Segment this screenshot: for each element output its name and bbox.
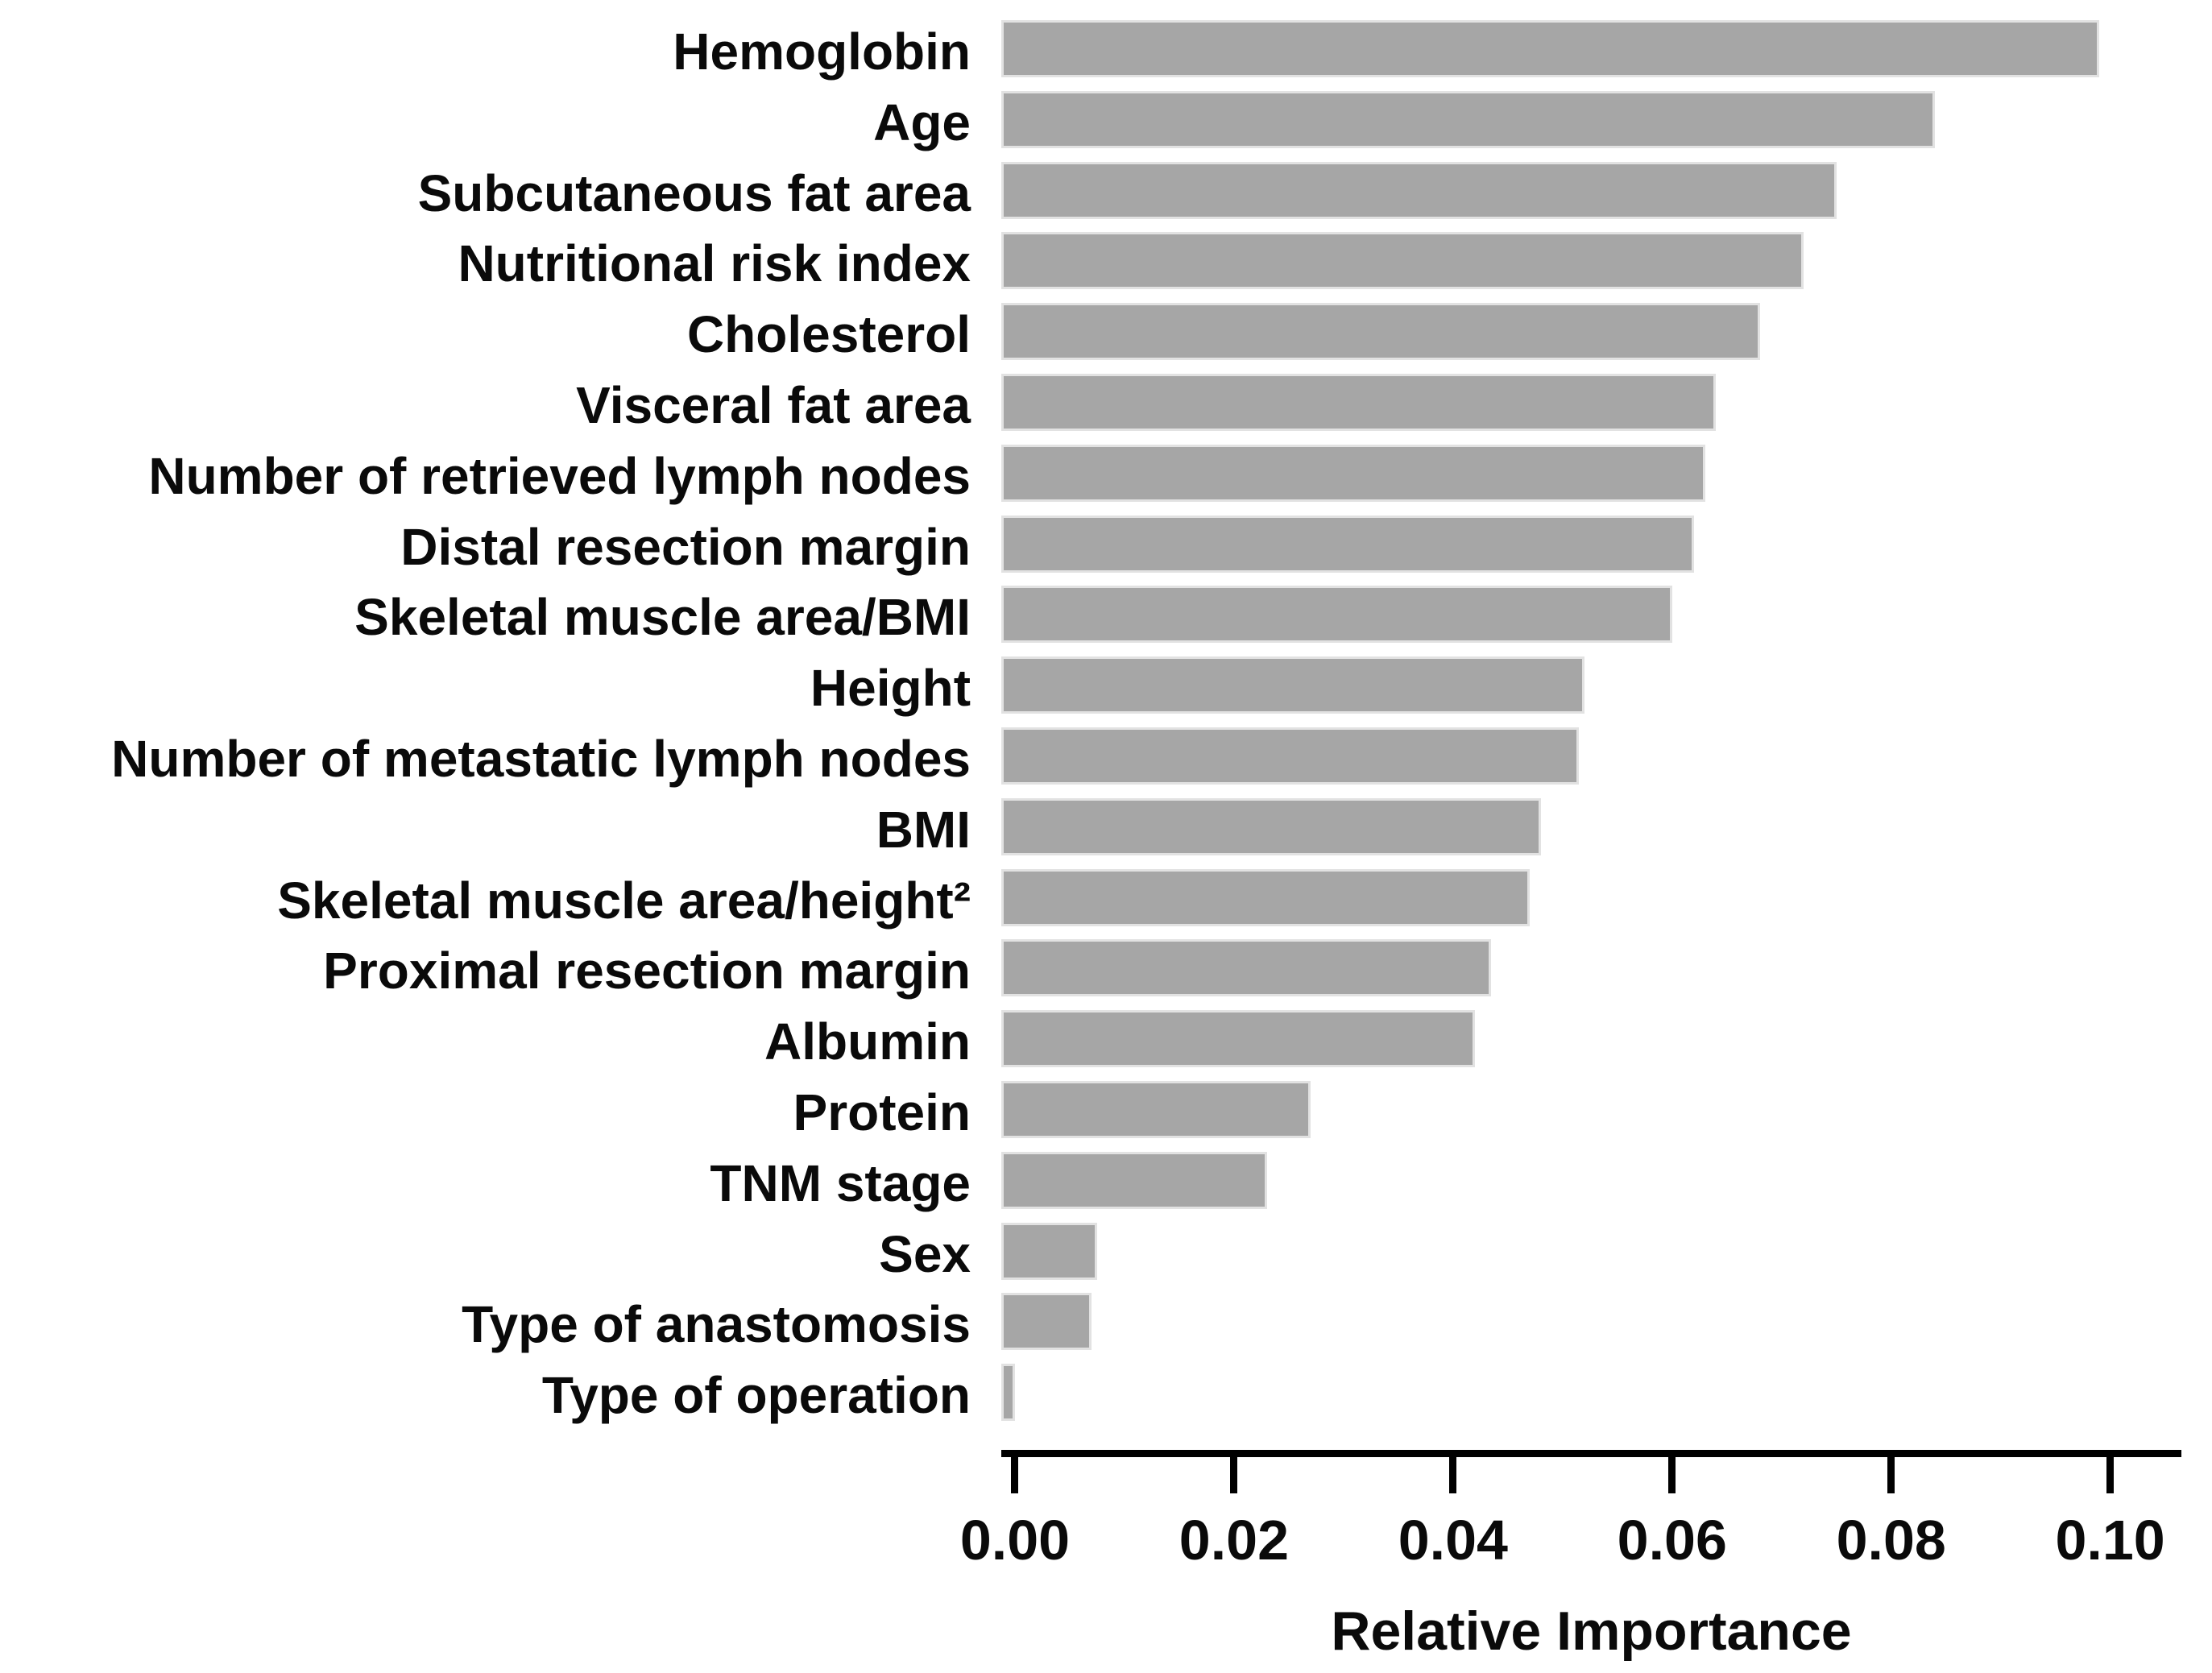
bar — [1001, 90, 1936, 148]
category-label: BMI — [876, 800, 971, 859]
x-tick-label: 0.10 — [2055, 1509, 2165, 1572]
category-label: Type of operation — [541, 1366, 971, 1425]
x-tick-mark — [1449, 1457, 1457, 1493]
bar — [1001, 161, 1837, 219]
category-label: Nutritional risk index — [458, 234, 971, 293]
category-label: Skeletal muscle area/BMI — [354, 588, 971, 647]
x-tick-label: 0.04 — [1398, 1509, 1508, 1572]
bar — [1001, 1151, 1267, 1209]
bar — [1001, 1222, 1097, 1280]
x-axis-title: Relative Importance — [1331, 1601, 1852, 1662]
category-label: TNM stage — [710, 1153, 971, 1212]
bar — [1001, 797, 1541, 855]
category-label: Skeletal muscle area/height² — [277, 871, 971, 930]
category-label: Sex — [879, 1224, 971, 1283]
bar — [1001, 586, 1672, 644]
category-label: Age — [873, 93, 971, 151]
category-label: Proximal resection margin — [323, 942, 971, 1000]
bar — [1001, 303, 1760, 361]
category-label: Hemoglobin — [673, 23, 971, 81]
bar — [1001, 444, 1705, 502]
category-label: Albumin — [764, 1012, 971, 1071]
bar — [1001, 1364, 1015, 1422]
bar — [1001, 1010, 1476, 1068]
x-tick-mark — [1230, 1457, 1238, 1493]
x-tick-label: 0.00 — [959, 1509, 1071, 1572]
bar — [1001, 374, 1717, 431]
bar — [1001, 515, 1694, 573]
category-label: Visceral fat area — [576, 376, 971, 434]
category-label: Distal resection margin — [400, 517, 971, 576]
category-label: Number of retrieved lymph nodes — [148, 446, 971, 505]
bar — [1001, 656, 1584, 714]
x-tick-mark — [1668, 1457, 1676, 1493]
bar — [1001, 727, 1580, 785]
x-tick-label: 0.02 — [1178, 1509, 1290, 1572]
bar — [1001, 20, 2100, 77]
bar — [1001, 232, 1804, 290]
category-label: Number of metastatic lymph nodes — [111, 730, 971, 788]
x-tick-label: 0.06 — [1617, 1509, 1727, 1572]
category-label: Cholesterol — [686, 305, 971, 364]
x-tick-label: 0.08 — [1836, 1509, 1946, 1572]
bar — [1001, 868, 1531, 926]
bar — [1001, 1081, 1311, 1138]
category-label: Height — [810, 659, 971, 718]
x-axis-line — [1001, 1450, 2181, 1457]
bar — [1001, 939, 1492, 997]
x-tick-mark — [2106, 1457, 2115, 1493]
category-label: Subcutaneous fat area — [417, 164, 971, 222]
category-label: Type of anastomosis — [462, 1295, 971, 1354]
category-label: Protein — [793, 1083, 971, 1141]
bar — [1001, 1293, 1092, 1351]
x-tick-mark — [1887, 1457, 1895, 1493]
x-tick-mark — [1011, 1457, 1019, 1493]
